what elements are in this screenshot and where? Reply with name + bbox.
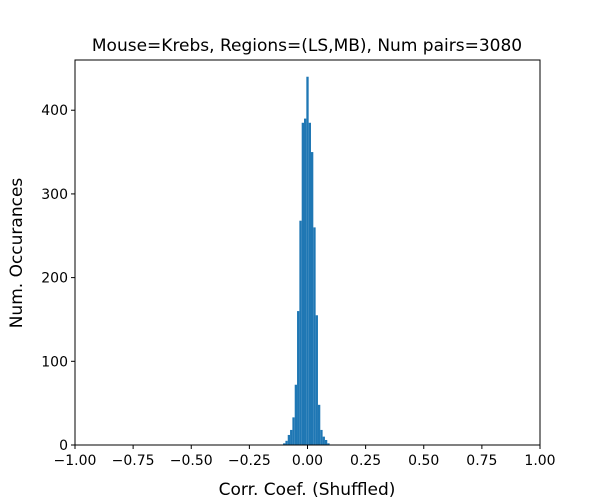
- x-axis-label: Corr. Coef. (Shuffled): [219, 480, 396, 500]
- histogram-bar: [322, 436, 325, 445]
- x-tick-label: −1.00: [54, 453, 97, 469]
- y-tick-label: 300: [41, 187, 68, 203]
- x-tick-label: −0.25: [228, 453, 271, 469]
- y-axis-ticks: 0 100 200 300 400: [41, 103, 75, 454]
- histogram-bar: [287, 434, 291, 445]
- y-tick-label: 400: [41, 103, 68, 119]
- x-tick-label: −0.50: [170, 453, 213, 469]
- histogram-bar: [327, 443, 330, 445]
- x-tick-label: 0.00: [292, 453, 323, 469]
- histogram-bar: [313, 227, 316, 445]
- x-tick-label: 0.25: [350, 453, 381, 469]
- histogram-bar: [317, 404, 321, 445]
- y-tick-label: 0: [59, 438, 68, 454]
- histogram-bar: [308, 122, 311, 446]
- x-tick-label: −0.75: [112, 453, 155, 469]
- histogram-bar: [310, 152, 314, 445]
- chart-title: Mouse=Krebs, Regions=(LS,MB), Num pairs=…: [92, 36, 522, 56]
- y-tick-label: 100: [41, 354, 68, 370]
- histogram-bar: [320, 429, 323, 445]
- y-axis-label: Num. Occurances: [7, 178, 27, 329]
- histogram-bar: [315, 315, 318, 445]
- x-tick-label: 0.50: [408, 453, 439, 469]
- histogram-bar: [297, 311, 300, 445]
- x-axis-ticks: −1.00 −0.75 −0.50 −0.25 0.00 0.25 0.50 0.75 1.00: [54, 445, 556, 469]
- histogram-bar: [324, 439, 328, 445]
- histogram-bar: [292, 417, 295, 445]
- histogram-bars: [283, 76, 330, 446]
- histogram-bar: [285, 440, 288, 445]
- histogram-bar: [306, 76, 309, 445]
- histogram-bar: [304, 118, 307, 445]
- x-tick-label: 0.75: [466, 453, 497, 469]
- histogram-bar: [294, 384, 298, 445]
- y-tick-label: 200: [41, 271, 68, 287]
- histogram-bar: [290, 429, 293, 445]
- histogram-bar: [301, 122, 305, 446]
- x-tick-label: 1.00: [524, 453, 555, 469]
- histogram-bar: [299, 220, 302, 445]
- histogram-bar: [283, 443, 286, 445]
